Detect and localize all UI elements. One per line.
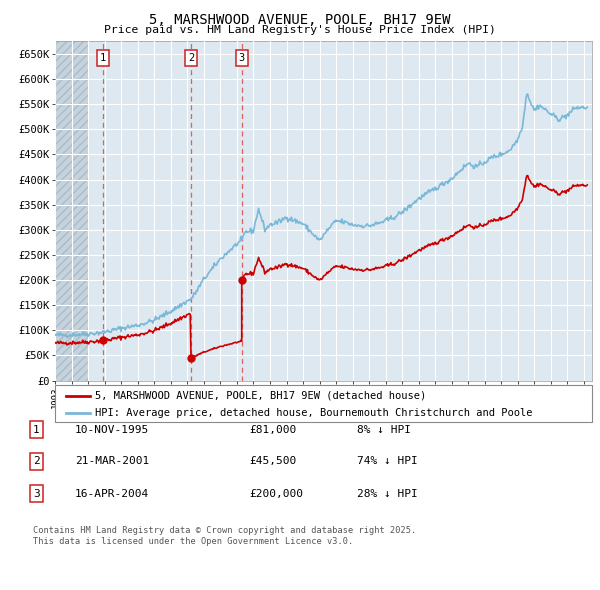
Text: 5, MARSHWOOD AVENUE, POOLE, BH17 9EW: 5, MARSHWOOD AVENUE, POOLE, BH17 9EW xyxy=(149,13,451,27)
Text: 3: 3 xyxy=(33,489,40,499)
Text: Price paid vs. HM Land Registry's House Price Index (HPI): Price paid vs. HM Land Registry's House … xyxy=(104,25,496,35)
Text: 1: 1 xyxy=(100,53,106,63)
Text: £200,000: £200,000 xyxy=(249,489,303,499)
Text: 74% ↓ HPI: 74% ↓ HPI xyxy=(357,457,418,466)
Text: 2: 2 xyxy=(188,53,194,63)
Text: 16-APR-2004: 16-APR-2004 xyxy=(75,489,149,499)
Text: £81,000: £81,000 xyxy=(249,425,296,434)
Text: £45,500: £45,500 xyxy=(249,457,296,466)
Text: 3: 3 xyxy=(239,53,245,63)
Text: 8% ↓ HPI: 8% ↓ HPI xyxy=(357,425,411,434)
Text: 21-MAR-2001: 21-MAR-2001 xyxy=(75,457,149,466)
Text: Contains HM Land Registry data © Crown copyright and database right 2025.
This d: Contains HM Land Registry data © Crown c… xyxy=(33,526,416,546)
Text: 2: 2 xyxy=(33,457,40,466)
Text: 28% ↓ HPI: 28% ↓ HPI xyxy=(357,489,418,499)
Bar xyxy=(55,41,88,381)
Text: 1: 1 xyxy=(33,425,40,434)
Text: 5, MARSHWOOD AVENUE, POOLE, BH17 9EW (detached house): 5, MARSHWOOD AVENUE, POOLE, BH17 9EW (de… xyxy=(95,391,427,401)
Text: 10-NOV-1995: 10-NOV-1995 xyxy=(75,425,149,434)
Text: HPI: Average price, detached house, Bournemouth Christchurch and Poole: HPI: Average price, detached house, Bour… xyxy=(95,408,533,418)
